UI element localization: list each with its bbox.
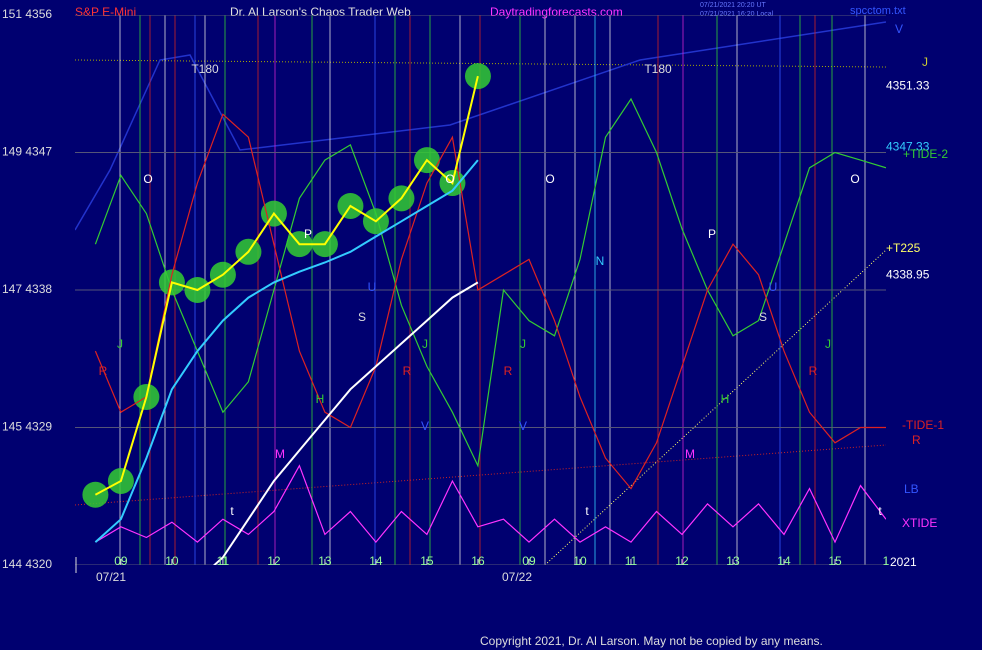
annotation: H [721,392,730,406]
annotation: V [519,419,527,433]
site: Daytradingforecasts.com [490,5,623,19]
series-line [94,97,886,468]
annotation: J [825,337,831,351]
symbol: S&P E-Mini [75,5,136,19]
plot [75,15,886,565]
annotation: O [850,172,859,186]
timestamp-local: 07/21/2021 16:20 Local [700,11,774,18]
right-label: R [912,433,921,447]
annotation: O [445,172,454,186]
annotation: R [99,364,108,378]
right-label: LB [904,482,919,496]
annotation: T180 [191,62,219,76]
series-label: -TIDE-1 [902,418,944,432]
annotation: N [596,254,605,268]
file-name: spcctom.txt [850,5,906,17]
x-tick-label: 13 [318,554,332,568]
annotation: P [708,227,716,241]
x-tick-label: 09 [522,554,536,568]
blue-line [75,21,886,231]
annotation: T180 [644,62,672,76]
series-line [94,159,479,543]
x-tick-label: 14 [369,554,383,568]
x-tick-label: 11 [217,554,230,568]
annotation: t [230,504,234,518]
x-tick-label: 14 [777,554,791,568]
x-tick-label: 13 [726,554,740,568]
x-tick-label: 1 [883,554,890,568]
level-label: 4338.95 [886,268,930,282]
series-label: +TIDE-2 [903,147,948,161]
annotation: S [759,310,767,324]
annotation: t [585,504,589,518]
x-tick-label: 10 [165,554,179,568]
right-label: +T225 [886,241,921,255]
price-glow [464,63,491,90]
series-label: XTIDE [902,516,937,530]
date-label: 07/22 [502,570,532,584]
series-line [212,281,479,565]
level-label: 4347.33 [886,140,930,154]
annotation: M [275,447,285,461]
series-line [94,75,479,496]
y-tick-label: 151 4356 [2,7,52,21]
annotation: R [809,364,818,378]
price-glow [82,481,109,508]
annotation: t [878,504,882,518]
timestamp-ut: 07/21/2021 20:20 UT [700,2,766,9]
annotation: M [685,447,695,461]
annotation: R [403,364,412,378]
right-label: 2021 [890,555,917,569]
copyright: Copyright 2021, Dr. Al Larson. May not b… [480,634,823,648]
y-tick-label: 145 4329 [2,420,52,434]
chart-title: Dr. Al Larson's Chaos Trader Web [230,5,411,19]
annotation: V [421,419,429,433]
annotation: J [520,337,526,351]
y-tick-label: 144 4320 [2,557,52,571]
x-tick-label: 09 [114,554,128,568]
series-line [95,464,886,544]
annotation: P [304,227,312,241]
x-tick-label: 11 [625,554,638,568]
x-tick-label: 12 [267,554,281,568]
x-tick-label: 12 [675,554,689,568]
series-line [94,113,886,490]
y-tick-label: 149 4347 [2,145,52,159]
annotation: U [769,280,778,294]
y-tick-label: 147 4338 [2,282,52,296]
annotation: J [117,337,123,351]
x-tick-label: 15 [828,554,842,568]
right-label: J [922,55,928,69]
annotation: O [143,172,152,186]
x-tick-label: 10 [573,554,587,568]
level-label: 4351.33 [886,79,930,93]
right-label: V [895,22,903,36]
annotation: S [358,310,366,324]
annotation: J [422,337,428,351]
annotation: O [545,172,554,186]
annotation: R [504,364,513,378]
x-tick-label: 16 [471,554,485,568]
red-dotted-line [75,444,886,506]
x-tick-label: 15 [420,554,434,568]
annotation: H [316,392,325,406]
annotation: U [368,280,377,294]
date-label: 07/21 [96,570,126,584]
